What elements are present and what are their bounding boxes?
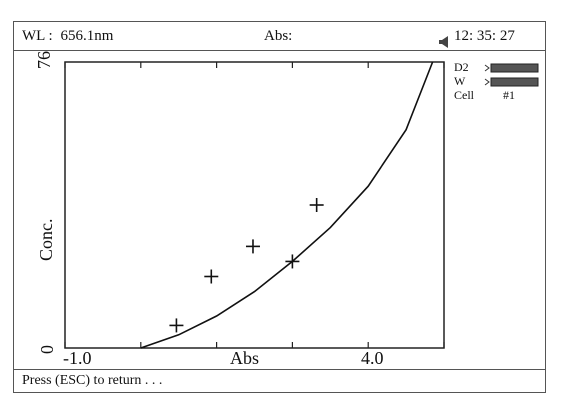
lamp-label: W [454,74,466,88]
y-tick-label-top: 76 [34,51,54,69]
wavelength-label: WL : [22,28,53,44]
status-bar: WL : 656.1nm Abs: 12: 35: 27 [14,22,545,51]
x-tick-label-left: -1.0 [63,348,92,368]
instrument-screen: WL : 656.1nm Abs: 12: 35: 27 76 0 Conc. [13,21,546,393]
clock-readout: 12: 35: 27 [454,28,515,44]
wavelength-readout: WL : 656.1nm [22,22,113,50]
data-point-marker [309,198,324,212]
data-point-marker [245,239,260,254]
lamp-row-d2: D2 [454,60,544,74]
lamp-row-w: W [454,74,544,88]
y-tick-label-bottom: 0 [37,345,57,354]
lamp-label: D2 [454,60,469,74]
cell-row: Cell #1 [454,88,544,102]
lamp-status-icon [484,62,539,77]
lamp-status-icon [484,76,539,91]
fit-curve [140,61,434,349]
cell-value: #1 [503,88,515,102]
footer-bar: Press (ESC) to return . . . [14,369,545,392]
y-axis-label: Conc. [36,218,56,262]
footer-message: Press (ESC) to return . . . [22,373,163,388]
plot-canvas [64,61,445,349]
wavelength-value: 656.1nm [60,28,114,44]
status-panel: D2 W Cell #1 [454,60,544,102]
axis-ticks [64,62,445,348]
data-points [169,198,324,333]
data-point-marker [169,318,184,333]
cell-label: Cell [454,88,474,102]
data-point-marker [285,254,300,269]
x-tick-label-right: 4.0 [361,348,384,368]
calibration-plot: 76 0 Conc. -1.0 Abs 4.0 [14,51,547,372]
absorbance-label: Abs: [264,28,293,44]
plot-frame [64,61,445,349]
speaker-icon [439,30,451,48]
x-axis-label: Abs [230,348,260,368]
data-point-marker [204,269,219,284]
